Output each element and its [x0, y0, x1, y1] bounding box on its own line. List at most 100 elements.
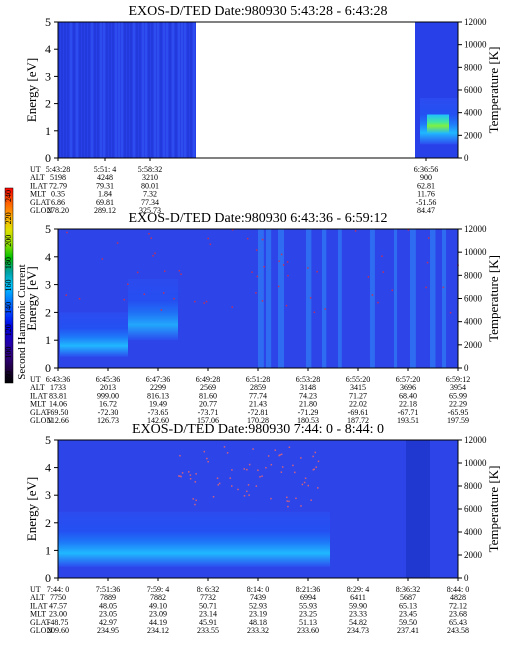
spectrogram-column [97, 22, 99, 158]
noise-dot [265, 466, 267, 469]
noise-dot [286, 261, 289, 263]
table-cell: 7732 [200, 593, 216, 602]
table-cell: -71.29 [298, 408, 319, 417]
spectrogram-column [181, 22, 183, 158]
table-cell: 325.73 [139, 206, 161, 215]
colorbar-scale [4, 187, 14, 384]
spectrogram-column [85, 22, 87, 158]
y-tick-label: 0 [45, 571, 51, 585]
noise-dot [312, 455, 314, 458]
noise-dot [280, 471, 283, 473]
spectrogram-stripe [306, 229, 312, 368]
noise-dot [261, 300, 264, 302]
y-tick-label: 3 [45, 69, 51, 83]
table-cell: 16.72 [99, 400, 117, 409]
table-cell: 48.18 [249, 618, 267, 627]
noise-dot [143, 293, 146, 296]
colorbar-tick-label: 220 [4, 212, 13, 224]
table-cell: 233.55 [197, 626, 219, 635]
table-cell: 999.00 [97, 391, 119, 400]
noise-dot [230, 485, 233, 487]
table-row-label: ILAT [30, 601, 47, 610]
noise-dot [246, 468, 248, 471]
spectrogram-column [88, 22, 90, 158]
spectrogram-stripe [322, 229, 327, 368]
colorbar-tick-label: 200 [4, 235, 13, 247]
table-cell: 6:43:36 [46, 375, 70, 384]
noise-dot [263, 265, 265, 268]
noise-dot [442, 286, 445, 289]
noise-dot [280, 253, 283, 256]
spectrogram-column [154, 22, 156, 158]
noise-dot [314, 451, 317, 454]
noise-dot [180, 273, 182, 275]
noise-dot [377, 301, 379, 304]
noise-dot [286, 500, 288, 502]
table-cell: 3148 [300, 383, 316, 392]
y-tick-label: 0 [45, 151, 51, 165]
table-cell: 77.74 [249, 391, 267, 400]
table-row-label: ALT [30, 383, 45, 392]
noise-dot [279, 454, 281, 456]
y2-tick-label: 4000 [464, 317, 483, 327]
table-cell: 1.84 [98, 190, 112, 199]
noise-dot [280, 453, 283, 456]
table-cell: 59.50 [399, 618, 417, 627]
table-row-label: GLAT [30, 198, 51, 207]
y-tick-label: 4 [45, 250, 51, 264]
table-cell: 6:59:12 [446, 375, 470, 384]
y-tick-label: 3 [45, 278, 51, 292]
panel-title: EXOS-D/TED Date:980930 7:44: 0 - 8:44: 0 [132, 422, 384, 437]
spectrogram-column [121, 22, 123, 158]
spectrogram [58, 22, 458, 158]
table-cell: 77.34 [141, 198, 159, 207]
table-row-label: GLAT [30, 408, 51, 417]
table-cell: 69.81 [96, 198, 114, 207]
noise-dot [178, 269, 181, 272]
y-axis-label: Energy [eV] [24, 266, 39, 330]
noise-dot [195, 499, 197, 502]
table-cell: 6:49:28 [196, 375, 220, 384]
table-row-label: GLON [30, 206, 52, 215]
table-cell: 2859 [250, 383, 266, 392]
table-cell: 6.86 [51, 198, 65, 207]
noise-dot [101, 258, 104, 260]
table-cell: 23.45 [399, 610, 417, 619]
spectrogram-column [169, 22, 171, 158]
table-cell: 8:14: 0 [247, 585, 269, 594]
spectrogram-column [163, 22, 165, 158]
y2-tick-label: 0 [464, 573, 469, 583]
table-cell: 84.47 [417, 206, 435, 215]
noise-dot [179, 454, 181, 457]
colorbar-tick-label: 140 [4, 302, 13, 314]
y2-tick-label: 6000 [464, 85, 483, 95]
table-row-label: MLT [30, 610, 46, 619]
y2-tick-label: 2000 [464, 340, 483, 350]
table-cell: 6:55:20 [346, 375, 370, 384]
table-row-label: ILAT [30, 391, 47, 400]
noise-dot [300, 505, 302, 507]
spectrogram-column [193, 22, 195, 158]
spectrogram-column [130, 22, 132, 158]
spectrogram-column [100, 22, 102, 158]
table-cell: 59.90 [349, 601, 367, 610]
noise-dot [304, 477, 307, 480]
noise-dot [194, 503, 196, 506]
table-cell: 72.12 [449, 601, 467, 610]
table-cell: 237.41 [397, 626, 419, 635]
table-cell: 5687 [400, 593, 416, 602]
table-cell: 193.51 [397, 416, 419, 425]
y-tick-label: 1 [45, 543, 51, 557]
ion-band [60, 312, 128, 357]
table-cell: 23.25 [299, 610, 317, 619]
table-cell: 45.91 [199, 618, 217, 627]
table-cell: 8:36:32 [396, 585, 420, 594]
spectrogram-column [142, 22, 144, 158]
table-cell: 65.43 [449, 618, 467, 627]
noise-dot [257, 469, 259, 472]
noise-dot [286, 496, 288, 499]
table-cell: 4248 [97, 173, 113, 182]
colorbar: 240 220 200 180 160 140 120 100 80 Second Harmon… [4, 187, 28, 384]
table-cell: 3210 [142, 173, 158, 182]
panel-1: EXOS-D/TED Date:980930 5:43:28 - 6:43:28… [24, 4, 501, 215]
